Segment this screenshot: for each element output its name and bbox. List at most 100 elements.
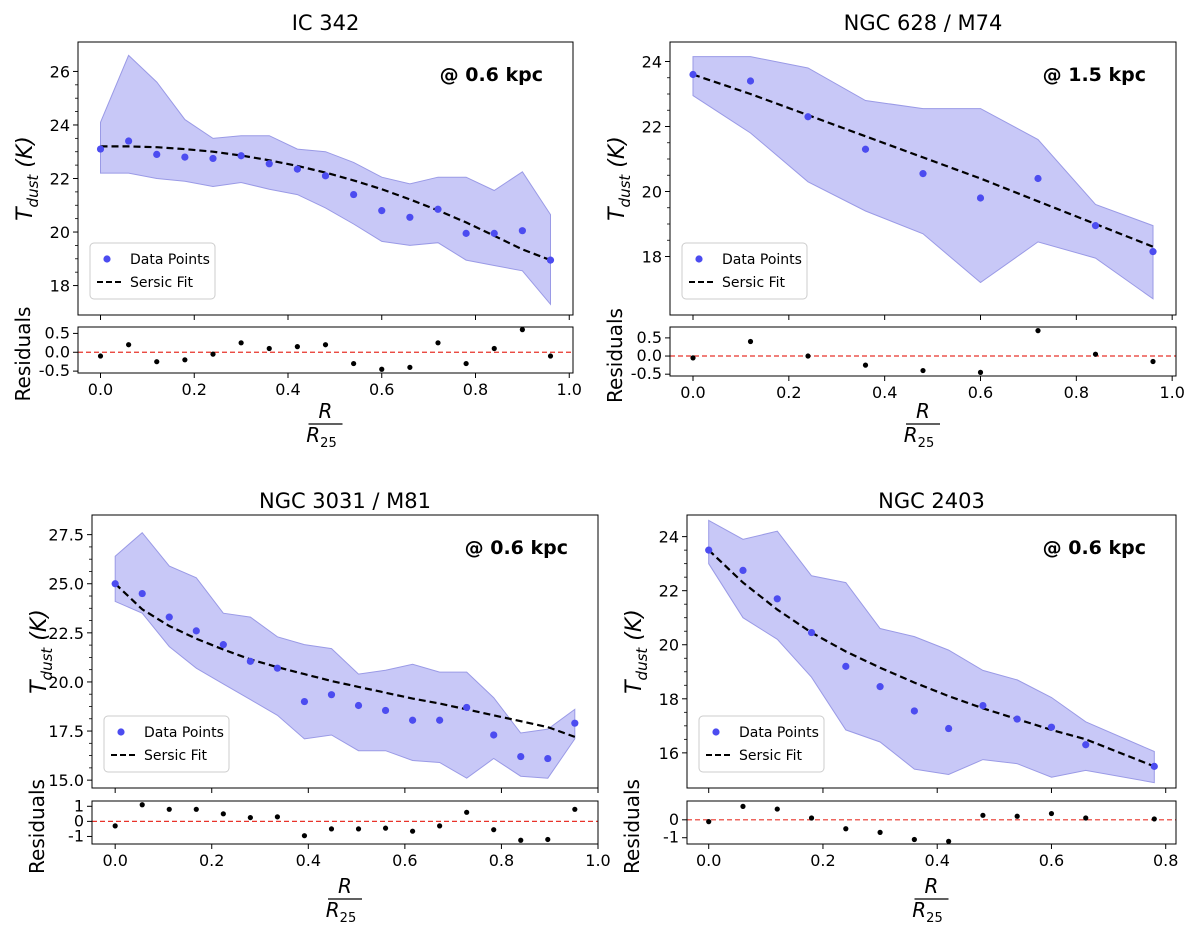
- y-tick-label: 26: [50, 62, 70, 81]
- legend-box: [89, 242, 216, 300]
- data-point: [381, 706, 390, 715]
- residual-point: [572, 806, 578, 812]
- x-tick-label: 0.4: [296, 851, 321, 870]
- residual-point: [210, 351, 216, 357]
- y-tick-label: 16: [659, 744, 679, 763]
- legend-label-fit: Sersic Fit: [130, 275, 194, 291]
- data-point: [153, 150, 161, 159]
- residual-point: [1048, 810, 1055, 817]
- residual-point: [139, 802, 145, 808]
- residual-point: [911, 836, 917, 843]
- x-label-denominator-main: R: [904, 423, 918, 447]
- y-axis-label: Tdust (K): [27, 609, 56, 694]
- data-point: [746, 77, 755, 85]
- residual-point: [154, 359, 160, 365]
- y-tick-label: 20: [659, 636, 679, 655]
- x-tick-label: 0.0: [102, 851, 127, 870]
- data-point: [463, 703, 471, 712]
- data-point: [434, 205, 442, 213]
- data-point: [321, 172, 330, 180]
- residual-point: [464, 809, 470, 815]
- data-point: [192, 627, 200, 635]
- residual-point: [706, 819, 712, 825]
- residual-point: [351, 360, 357, 367]
- residual-axes-frame: [91, 800, 599, 845]
- residuals-axis-label: Residuals: [603, 308, 627, 403]
- y-tick-label: 18: [642, 248, 662, 267]
- data-point: [544, 754, 552, 763]
- residual-point: [126, 342, 132, 348]
- residual-point: [518, 837, 524, 843]
- data-point: [378, 207, 386, 215]
- data-point: [910, 707, 918, 715]
- data-point: [705, 546, 713, 554]
- residual-point: [301, 833, 308, 839]
- x-tick-label: 1.0: [1159, 383, 1184, 402]
- x-tick-label: 0.6: [1039, 851, 1064, 870]
- x-label-denominator: R25: [326, 898, 356, 925]
- x-label-denominator-main: R: [912, 898, 926, 922]
- residual-point: [322, 342, 329, 348]
- residual-point: [247, 814, 253, 821]
- x-tick-label: 0.6: [369, 380, 394, 399]
- residual-point: [266, 345, 272, 352]
- data-point: [436, 716, 444, 724]
- residual-point: [166, 806, 172, 812]
- y-axis-label-main: T: [605, 206, 630, 221]
- y-tick-label: 22.5: [48, 624, 84, 643]
- residual-point: [435, 340, 441, 346]
- y-axis-label-main: T: [27, 679, 52, 694]
- x-tick-label: 0.6: [392, 851, 417, 870]
- legend-marker-points: [117, 728, 125, 736]
- panel-ic342: IC 342 18 20 22 24 26 Tdust (K) @ 0.6 kpc Data P…: [11, 11, 582, 451]
- uncertainty-band: [708, 519, 1155, 784]
- residuals-axis-label: Residuals: [620, 779, 644, 874]
- data-point: [96, 145, 105, 153]
- data-point: [518, 227, 526, 235]
- y-tick-label: 18: [50, 277, 70, 296]
- x-tick-label: 0.4: [275, 380, 300, 399]
- y-axis-label-main: T: [13, 206, 38, 221]
- legend-box: [103, 715, 230, 773]
- y-axis-label-sub: dust: [38, 647, 56, 681]
- data-point: [876, 683, 884, 691]
- data-point: [976, 194, 985, 202]
- x-tick-label: 0.6: [968, 383, 993, 402]
- y-tick-label: 17.5: [48, 722, 84, 741]
- residual-point: [407, 364, 413, 370]
- panel-ngc628-m74: NGC 628 / M74 18 20 22 24 Tdust (K) @ 1.5 kpc D…: [603, 11, 1185, 451]
- x-tick-label: 0.0: [680, 383, 705, 402]
- data-point: [1047, 723, 1056, 731]
- residual-axes-frame: [686, 800, 1177, 845]
- residual-point: [112, 823, 118, 829]
- legend-label-points: Data Points: [130, 252, 210, 268]
- data-point: [265, 160, 273, 168]
- data-point: [1082, 741, 1090, 749]
- y-axis-label: Tdust (K): [13, 136, 42, 221]
- residual-point: [437, 823, 443, 829]
- x-label-denominator: R25: [306, 423, 336, 451]
- y-tick-label: 24: [642, 53, 662, 72]
- data-point: [490, 229, 498, 237]
- residual-point: [519, 327, 525, 333]
- residual-point: [1092, 351, 1099, 357]
- y-axis-label-sub: dust: [616, 174, 634, 208]
- data-point: [406, 213, 414, 221]
- residuals-axis-label: Residuals: [11, 307, 35, 402]
- legend-box: [698, 715, 825, 773]
- data-point: [237, 152, 245, 160]
- residual-y-tick-label: 0: [74, 811, 84, 830]
- data-point: [689, 70, 697, 79]
- x-label-denominator-sub: 25: [340, 911, 357, 925]
- x-tick-label: 0.8: [1153, 851, 1178, 870]
- data-point: [861, 145, 870, 153]
- x-label-numerator: R: [319, 399, 333, 423]
- uncertainty-band: [114, 531, 576, 779]
- x-tick-label: 0.2: [810, 851, 835, 870]
- residual-point: [877, 829, 883, 835]
- y-axis-label: Tdust (K): [605, 136, 634, 221]
- data-point: [490, 731, 498, 739]
- x-tick-label: 0.0: [696, 851, 721, 870]
- residual-y-tick-label: 0.0: [45, 342, 70, 361]
- y-axis-label-unit: (K): [605, 136, 630, 175]
